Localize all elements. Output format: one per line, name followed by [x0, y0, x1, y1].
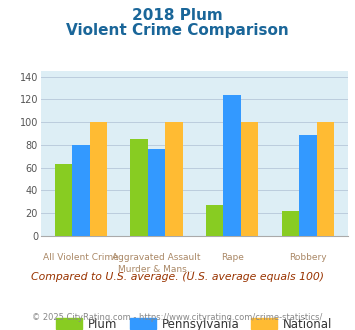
Bar	[299, 135, 317, 236]
Text: All Violent Crime: All Violent Crime	[43, 253, 119, 262]
Bar	[241, 122, 258, 236]
Legend: Plum, Pennsylvania, National: Plum, Pennsylvania, National	[56, 318, 332, 330]
Text: Aggravated Assault: Aggravated Assault	[112, 253, 201, 262]
Bar	[89, 122, 107, 236]
Text: Murder & Mans...: Murder & Mans...	[118, 265, 195, 274]
Text: Robbery: Robbery	[289, 253, 327, 262]
Text: Rape: Rape	[221, 253, 244, 262]
Text: 2018 Plum: 2018 Plum	[132, 8, 223, 23]
Bar	[148, 149, 165, 236]
Bar	[224, 95, 241, 236]
Bar	[165, 122, 182, 236]
Bar	[317, 122, 334, 236]
Bar	[206, 205, 224, 236]
Text: Compared to U.S. average. (U.S. average equals 100): Compared to U.S. average. (U.S. average …	[31, 272, 324, 282]
Bar	[72, 145, 89, 236]
Text: Violent Crime Comparison: Violent Crime Comparison	[66, 23, 289, 38]
Text: © 2025 CityRating.com - https://www.cityrating.com/crime-statistics/: © 2025 CityRating.com - https://www.city…	[32, 313, 323, 322]
Bar	[130, 139, 148, 236]
Bar	[55, 164, 72, 236]
Bar	[282, 211, 299, 236]
